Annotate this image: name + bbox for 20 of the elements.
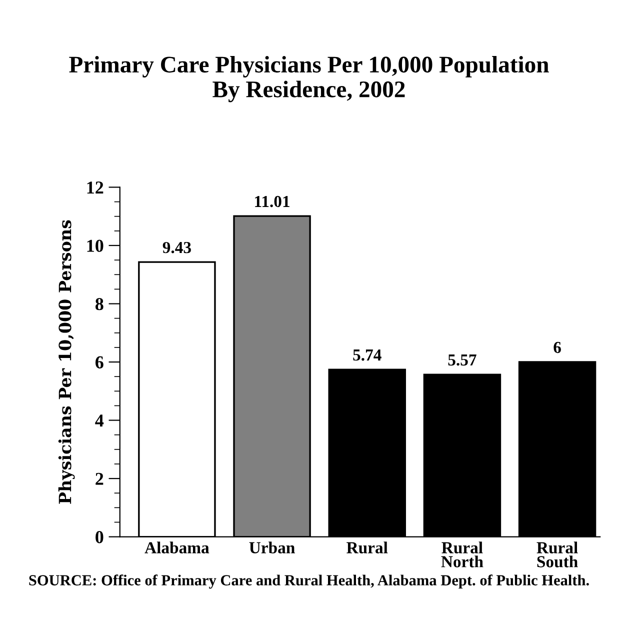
- x-tick-label: Rural: [346, 542, 388, 554]
- y-tick-label: 12: [87, 182, 104, 194]
- y-tick-label: 4: [95, 414, 104, 427]
- data-label: 5.74: [353, 350, 382, 361]
- y-tick-label: 0: [96, 531, 104, 544]
- x-tick-label: Urban: [249, 542, 295, 554]
- y-tick-label: 8: [95, 298, 104, 310]
- source-note: SOURCE: Office of Primary Care and Rural Health, Alabama Dept. of Public Health.: [29, 574, 589, 589]
- x-tick-label: Alabama: [144, 542, 210, 554]
- data-label: 6: [554, 342, 561, 354]
- y-tick-label: 10: [87, 240, 104, 252]
- x-tick-label: Rural South: [536, 542, 578, 568]
- y-tick-label: 2: [96, 472, 104, 485]
- chart-title: Primary Care Physicians Per 10,000 Population By Residence, 2002: [69, 56, 549, 102]
- data-label: 9.43: [162, 242, 191, 254]
- y-axis-title: Physicians Per 10,000 Persons: [58, 220, 75, 504]
- x-tick-label: Rural North: [441, 542, 484, 568]
- data-label: 11.01: [255, 196, 290, 208]
- data-label: 5.57: [448, 354, 476, 366]
- y-tick-label: 6: [96, 356, 104, 368]
